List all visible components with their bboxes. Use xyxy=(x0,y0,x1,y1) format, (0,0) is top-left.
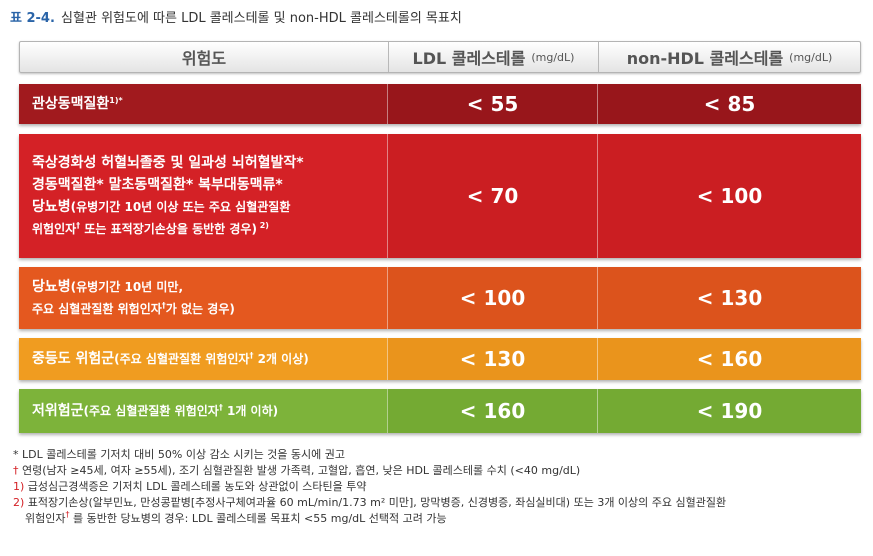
risk-name: 관상동맥질환 xyxy=(32,96,110,112)
risk-cell: 당뇨병(유병기간 10년 미만, 주요 심혈관질환 위험인자†가 없는 경우) xyxy=(19,267,387,329)
footnote: 위험인자† 를 동반한 당뇨병의 경우: LDL 콜레스테롤 목표치 <55 m… xyxy=(13,511,726,527)
table-row-moderate: 중등도 위험군(주요 심혈관질환 위험인자† 2개 이상) < 130 < 16… xyxy=(19,338,861,380)
ldl-target: < 70 xyxy=(387,134,597,258)
footnote-mark: † xyxy=(218,403,223,412)
risk-detail: 또는 표적장기손상을 동반한 경우) xyxy=(80,222,257,236)
risk-detail: 가 없는 경우) xyxy=(165,302,235,316)
risk-detail: (유병기간 10년 미만, xyxy=(70,280,184,294)
risk-line: 위험인자† 또는 표적장기손상을 동반한 경우) 2) xyxy=(32,218,387,240)
risk-line: 당뇨병(유병기간 10년 이상 또는 주요 심혈관질환 xyxy=(32,196,387,218)
table-row-atherosclerotic: 죽상경화성 허혈뇌졸중 및 일과성 뇌허혈발작* 경동맥질환* 말초동맥질환* … xyxy=(19,134,861,258)
ldl-target: < 55 xyxy=(387,84,597,124)
header-risk: 위험도 xyxy=(20,42,388,72)
footnote-text: 급성심근경색증은 기저치 LDL 콜레스테롤 농도와 상관없이 스타틴을 투약 xyxy=(24,480,367,493)
header-nonhdl-unit: (mg/dL) xyxy=(789,50,833,64)
header-ldl: LDL 콜레스테롤 (mg/dL) xyxy=(388,42,598,72)
ldl-target: < 160 xyxy=(387,389,597,433)
table-number: 표 2-4. xyxy=(10,11,55,26)
ldl-target: < 100 xyxy=(387,267,597,329)
header-risk-label: 위험도 xyxy=(181,49,227,68)
risk-name: 당뇨병 xyxy=(32,199,71,215)
footnote: † 연령(남자 ≥45세, 여자 ≥55세), 조기 심혈관질환 발생 가족력,… xyxy=(13,463,726,479)
risk-line: 중등도 위험군(주요 심혈관질환 위험인자† 2개 이상) xyxy=(32,348,387,370)
risk-detail: (주요 심혈관질환 위험인자 xyxy=(83,404,219,418)
nonhdl-target: < 85 xyxy=(597,84,861,124)
risk-line: 경동맥질환* 말초동맥질환* 복부대동맥류* xyxy=(32,174,387,196)
risk-detail: 주요 심혈관질환 위험인자 xyxy=(32,302,162,316)
footnote-mark: † xyxy=(65,510,70,519)
footnote-mark: † xyxy=(76,221,81,230)
footnote-text: 를 동반한 당뇨병의 경우: LDL 콜레스테롤 목표치 <55 mg/dL 선… xyxy=(72,512,447,525)
footnote-mark: † xyxy=(249,351,254,360)
risk-name: 경동맥질환* 말초동맥질환* 복부대동맥류* xyxy=(32,177,283,193)
footnote-mark: 2) xyxy=(13,496,25,509)
risk-name: 저위험군 xyxy=(32,403,84,419)
nonhdl-target: < 160 xyxy=(597,338,861,380)
ldl-target: < 130 xyxy=(387,338,597,380)
risk-detail: 위험인자 xyxy=(32,222,77,236)
risk-line: 당뇨병(유병기간 10년 미만, xyxy=(32,276,387,298)
risk-line: 주요 심혈관질환 위험인자†가 없는 경우) xyxy=(32,298,387,320)
nonhdl-target: < 100 xyxy=(597,134,861,258)
footnote-text: 표적장기손상(알부민뇨, 만성콩팥병[추정사구체여과율 60 mL/min/1.… xyxy=(24,496,727,509)
footnote: 2) 표적장기손상(알부민뇨, 만성콩팥병[추정사구체여과율 60 mL/min… xyxy=(13,495,726,511)
table-header: 위험도 LDL 콜레스테롤 (mg/dL) non-HDL 콜레스테롤 (mg/dL… xyxy=(19,41,861,73)
table-title: 심혈관 위험도에 따른 LDL 콜레스테롤 및 non-HDL 콜레스테롤의 목… xyxy=(56,11,462,26)
risk-cell: 죽상경화성 허혈뇌졸중 및 일과성 뇌허혈발작* 경동맥질환* 말초동맥질환* … xyxy=(19,134,387,258)
footnote-text: 위험인자 xyxy=(25,512,66,525)
risk-detail: (주요 심혈관질환 위험인자 xyxy=(114,352,250,366)
risk-cell: 관상동맥질환1)* xyxy=(19,84,387,124)
header-ldl-label: LDL 콜레스테롤 xyxy=(412,49,526,68)
risk-name: 죽상경화성 허혈뇌졸중 및 일과성 뇌허혈발작* xyxy=(32,155,304,171)
risk-name: 중등도 위험군 xyxy=(32,351,115,367)
risk-line: 관상동맥질환1)* xyxy=(32,93,387,115)
footnote-text: 연령(남자 ≥45세, 여자 ≥55세), 조기 심혈관질환 발생 가족력, 고… xyxy=(18,464,581,477)
nonhdl-target: < 130 xyxy=(597,267,861,329)
footnotes: * LDL 콜레스테롤 기저치 대비 50% 이상 감소 시키는 것을 동시에 … xyxy=(13,447,726,527)
footnote: 1) 급성심근경색증은 기저치 LDL 콜레스테롤 농도와 상관없이 스타틴을 … xyxy=(13,479,726,495)
footnote-mark: 1)* xyxy=(109,96,123,105)
footnote-mark: 1) xyxy=(13,480,25,493)
risk-cell: 저위험군(주요 심혈관질환 위험인자† 1개 이하) xyxy=(19,389,387,433)
footnote-mark: † xyxy=(13,464,19,477)
risk-detail: (유병기간 10년 이상 또는 주요 심혈관질환 xyxy=(70,200,291,214)
footnote-mark: 2) xyxy=(256,221,269,230)
table-row-low: 저위험군(주요 심혈관질환 위험인자† 1개 이하) < 160 < 190 xyxy=(19,389,861,433)
risk-cell: 중등도 위험군(주요 심혈관질환 위험인자† 2개 이상) xyxy=(19,338,387,380)
header-ldl-unit: (mg/dL) xyxy=(531,50,575,64)
nonhdl-target: < 190 xyxy=(597,389,861,433)
risk-name: 당뇨병 xyxy=(32,279,71,295)
risk-detail: 2개 이상) xyxy=(253,352,309,366)
footnote: * LDL 콜레스테롤 기저치 대비 50% 이상 감소 시키는 것을 동시에 … xyxy=(13,448,346,461)
table-caption: 표 2-4. 심혈관 위험도에 따른 LDL 콜레스테롤 및 non-HDL 콜… xyxy=(10,7,462,26)
header-nonhdl: non-HDL 콜레스테롤 (mg/dL) xyxy=(598,42,860,72)
table-row-coronary: 관상동맥질환1)* < 55 < 85 xyxy=(19,84,861,124)
footnote-mark: † xyxy=(161,301,166,310)
header-nonhdl-label: non-HDL 콜레스테롤 xyxy=(626,49,784,68)
risk-line: 죽상경화성 허혈뇌졸중 및 일과성 뇌허혈발작* xyxy=(32,152,387,174)
risk-line: 저위험군(주요 심혈관질환 위험인자† 1개 이하) xyxy=(32,400,387,422)
risk-detail: 1개 이하) xyxy=(222,404,279,418)
table-row-diabetes-short: 당뇨병(유병기간 10년 미만, 주요 심혈관질환 위험인자†가 없는 경우) … xyxy=(19,267,861,329)
